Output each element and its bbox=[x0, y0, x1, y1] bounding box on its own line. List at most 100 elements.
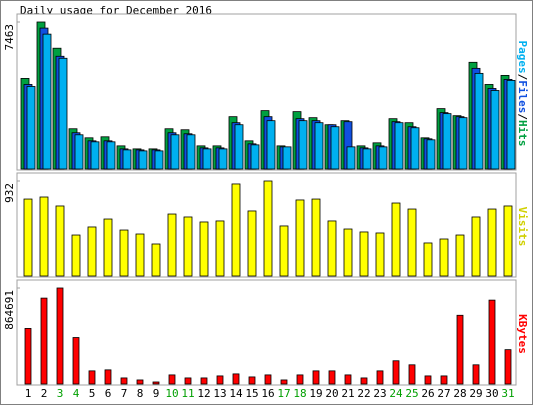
x-tick-label: 11 bbox=[181, 387, 194, 400]
legend-entry: Files bbox=[516, 80, 529, 113]
bar bbox=[119, 229, 129, 277]
x-tick-label: 19 bbox=[309, 387, 322, 400]
bar bbox=[312, 370, 320, 385]
bar bbox=[506, 80, 516, 170]
bar bbox=[183, 216, 193, 277]
x-tick-label: 7 bbox=[121, 387, 128, 400]
bar bbox=[231, 183, 241, 277]
y-tick-label: 7463 bbox=[3, 24, 16, 51]
bar bbox=[40, 297, 48, 385]
x-tick-label: 5 bbox=[89, 387, 96, 400]
x-tick-label: 18 bbox=[293, 387, 306, 400]
x-tick-label: 22 bbox=[357, 387, 370, 400]
bar bbox=[344, 374, 352, 385]
legend-separator: / bbox=[516, 74, 529, 81]
x-tick-label: 16 bbox=[261, 387, 274, 400]
x-tick-label: 14 bbox=[229, 387, 243, 400]
bar bbox=[87, 226, 97, 277]
bar bbox=[408, 364, 416, 385]
x-tick-label: 30 bbox=[485, 387, 498, 400]
bar bbox=[42, 33, 52, 170]
x-tick-label: 31 bbox=[501, 387, 514, 400]
bar bbox=[298, 120, 308, 170]
legend: Pages/Files/Hits bbox=[516, 41, 529, 147]
bar bbox=[328, 370, 336, 385]
x-tick-label: 29 bbox=[469, 387, 482, 400]
bar bbox=[439, 238, 449, 277]
bar bbox=[472, 364, 480, 385]
bar bbox=[410, 127, 420, 170]
bar bbox=[200, 377, 208, 385]
bar bbox=[120, 377, 128, 385]
x-tick-label: 25 bbox=[405, 387, 418, 400]
bar bbox=[232, 373, 240, 385]
legend-entry: KBytes bbox=[516, 314, 529, 354]
bar bbox=[456, 314, 464, 385]
bar bbox=[487, 208, 497, 277]
bar bbox=[72, 337, 80, 385]
bar bbox=[218, 148, 228, 170]
bar bbox=[504, 349, 512, 385]
x-tick-label: 3 bbox=[57, 387, 64, 400]
bar bbox=[104, 369, 112, 385]
bar bbox=[282, 146, 292, 170]
bar bbox=[314, 122, 324, 170]
bar bbox=[199, 221, 209, 277]
bar bbox=[184, 377, 192, 385]
bar bbox=[392, 360, 400, 385]
x-tick-label: 1 bbox=[25, 387, 32, 400]
bar bbox=[471, 216, 481, 277]
bar bbox=[26, 86, 36, 170]
bar bbox=[167, 213, 177, 277]
bar bbox=[266, 120, 276, 170]
bar bbox=[442, 113, 452, 170]
bar bbox=[503, 205, 513, 277]
bar bbox=[234, 124, 244, 170]
bar bbox=[58, 57, 68, 170]
bar bbox=[55, 205, 65, 277]
bar bbox=[103, 218, 113, 277]
bar bbox=[391, 202, 401, 277]
bar bbox=[152, 381, 160, 385]
bar bbox=[426, 139, 436, 170]
bar bbox=[202, 148, 212, 170]
bar bbox=[186, 134, 196, 170]
bar bbox=[39, 196, 49, 277]
y-tick-label: 932 bbox=[3, 183, 16, 203]
bar bbox=[151, 243, 161, 277]
bar bbox=[440, 375, 448, 385]
bar bbox=[138, 150, 148, 170]
x-tick-label: 28 bbox=[453, 387, 466, 400]
bar bbox=[362, 148, 372, 170]
bar bbox=[424, 375, 432, 385]
bar bbox=[170, 134, 180, 170]
bar bbox=[375, 232, 385, 277]
bar bbox=[423, 242, 433, 277]
legend-separator: / bbox=[516, 113, 529, 120]
bar bbox=[23, 198, 33, 277]
bar bbox=[74, 134, 84, 170]
legend: KBytes bbox=[516, 314, 529, 354]
x-tick-label: 26 bbox=[421, 387, 434, 400]
bar bbox=[248, 376, 256, 385]
bar bbox=[330, 126, 340, 170]
x-tick-label: 9 bbox=[153, 387, 160, 400]
bar bbox=[378, 146, 388, 170]
bar bbox=[280, 379, 288, 385]
x-tick-label: 4 bbox=[73, 387, 80, 400]
bar bbox=[135, 233, 145, 277]
bar bbox=[343, 228, 353, 277]
x-tick-label: 8 bbox=[137, 387, 144, 400]
bar bbox=[264, 374, 272, 385]
x-tick-label: 17 bbox=[277, 387, 290, 400]
bar bbox=[359, 231, 369, 277]
bar bbox=[263, 180, 273, 277]
x-tick-label: 27 bbox=[437, 387, 450, 400]
bar bbox=[488, 299, 496, 385]
bar bbox=[455, 234, 465, 277]
panel bbox=[16, 279, 517, 386]
bar bbox=[327, 220, 337, 277]
bar bbox=[296, 374, 304, 385]
x-tick-label: 6 bbox=[105, 387, 112, 400]
